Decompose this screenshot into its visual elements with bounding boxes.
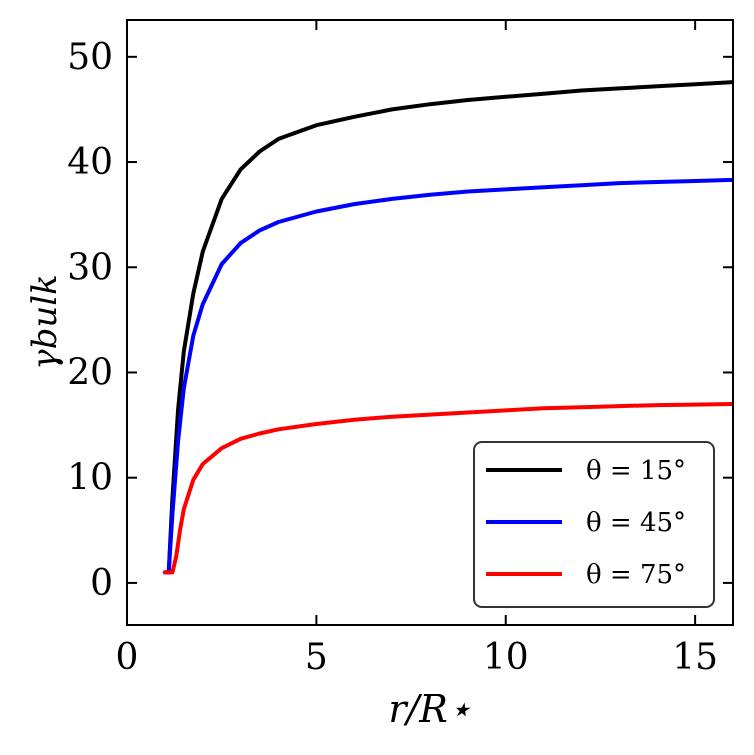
plot-frame — [126, 19, 734, 626]
y-tick-label: 50 — [67, 37, 113, 78]
x-axis-label: r/R⋆ — [388, 687, 471, 731]
y-axis-label: γbulk — [25, 274, 65, 369]
ticks-layer: 0 5 10 15 0 10 20 30 40 50 — [67, 20, 733, 678]
y-tick-label: 10 — [67, 458, 113, 499]
legend-box — [473, 441, 715, 608]
x-tick-label: 0 — [116, 637, 139, 678]
series-line-2 — [162, 402, 733, 575]
y-tick-label: 0 — [90, 563, 113, 604]
legend-label-0: θ = 15° — [586, 456, 686, 486]
y-tick-label: 30 — [67, 247, 113, 288]
legend-label-2: θ = 75° — [586, 560, 686, 590]
x-tick-label: 15 — [672, 637, 718, 678]
x-tick-label: 10 — [483, 637, 529, 678]
y-tick-label: 40 — [67, 142, 113, 183]
legend: θ = 15° θ = 45° θ = 75° — [473, 441, 715, 608]
series-layer — [162, 80, 733, 575]
y-tick-label: 20 — [67, 352, 113, 393]
x-tick-label: 5 — [305, 637, 328, 678]
series-line-0 — [162, 80, 733, 575]
legend-label-1: θ = 45° — [586, 508, 686, 538]
series-line-1 — [162, 177, 733, 575]
